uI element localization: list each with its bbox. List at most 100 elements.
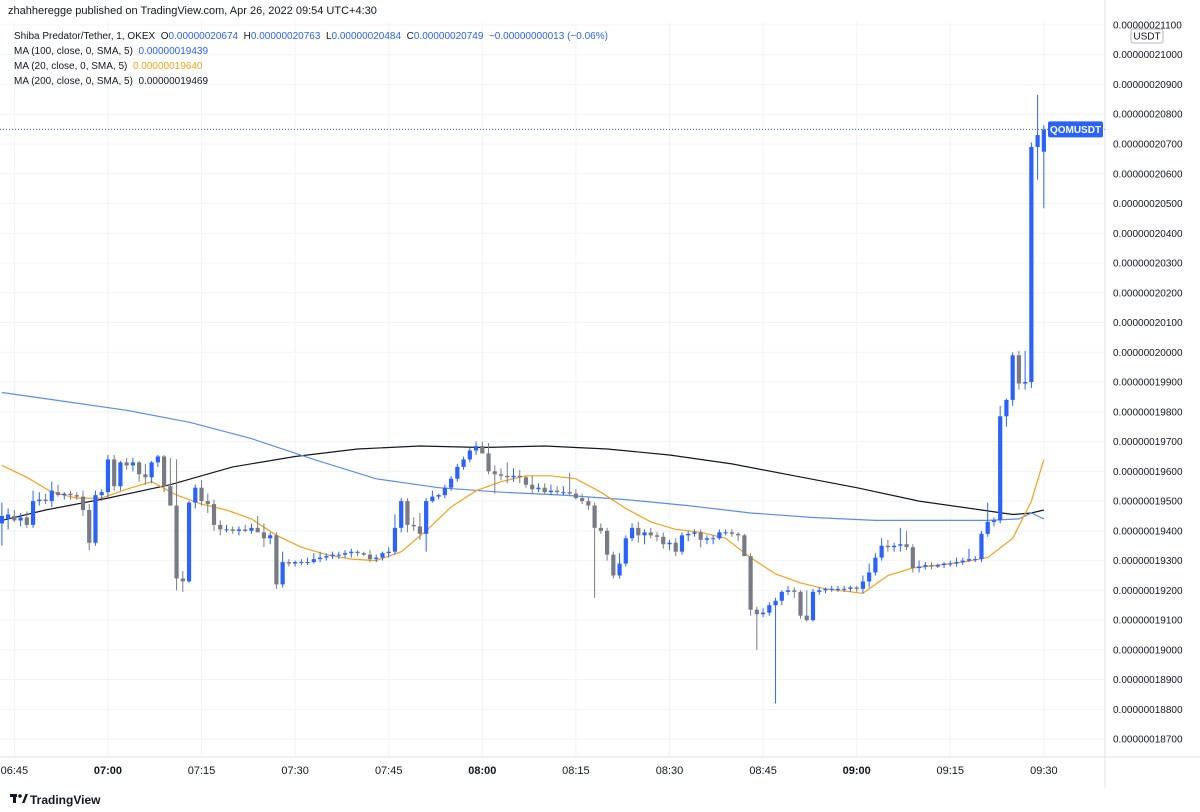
candle-body — [629, 527, 635, 539]
price-tick-label: 0.00000018800 — [1113, 705, 1183, 716]
candle-body — [523, 477, 529, 485]
candle-body — [6, 514, 11, 519]
candle-body — [998, 416, 1003, 521]
candle-body — [592, 505, 597, 528]
candle-body — [848, 587, 853, 589]
candle-body — [436, 495, 441, 497]
candle-body — [311, 559, 316, 563]
candle-body — [555, 490, 560, 493]
candle-body — [910, 547, 915, 569]
candle-body — [243, 529, 248, 531]
candle-body — [355, 551, 360, 554]
candle-body — [124, 462, 129, 466]
candle-body — [923, 565, 928, 567]
candle-body — [492, 471, 497, 475]
candle-body — [530, 484, 535, 490]
symbol-badge-label: QOMUSDT — [1050, 125, 1101, 136]
candle-body — [24, 517, 29, 525]
symbol-badge-box — [1048, 121, 1103, 138]
candle-body — [604, 530, 610, 555]
candle-body — [480, 446, 485, 454]
low-value: 0.00000020484 — [331, 31, 402, 42]
candle-body — [236, 529, 242, 531]
time-tick-label: 08:30 — [656, 765, 684, 777]
candle-body — [224, 529, 229, 531]
candle-body — [941, 563, 947, 566]
candle-body — [130, 462, 135, 466]
published-header: zhahheregge published on TradingView.com… — [0, 0, 1200, 22]
ma20-label: MA (20, close, 0, SMA, 5) — [14, 61, 128, 72]
time-tick-label: 07:15 — [188, 765, 216, 777]
ma100-row[interactable]: MA (100, close, 0, SMA, 5) 0.00000019439 — [14, 44, 608, 59]
candle-body — [336, 554, 341, 556]
candle-body — [367, 554, 373, 560]
time-tick-label: 07:30 — [281, 765, 309, 777]
candle-body — [1029, 146, 1034, 383]
candle-body — [673, 542, 678, 552]
candle-body — [74, 495, 79, 497]
time-tick-label: 09:00 — [843, 765, 871, 777]
ma20-row[interactable]: MA (20, close, 0, SMA, 5) 0.00000019640 — [14, 59, 608, 74]
price-tick-label: 0.00000019300 — [1113, 556, 1183, 567]
candle-body — [567, 492, 572, 494]
candle-body — [904, 544, 909, 548]
candle-body — [505, 475, 510, 478]
candle-body — [667, 542, 672, 545]
candle-body — [1041, 129, 1046, 152]
candle-body — [973, 559, 978, 561]
candles — [0, 94, 1046, 704]
chart-legend: Shiba Predator/Tether, 1, OKEX O0.000000… — [14, 29, 608, 89]
candle-body — [810, 591, 816, 621]
price-tick-label: 0.00000020200 — [1113, 288, 1183, 299]
candle-body — [1023, 382, 1028, 384]
price-tick-label: 0.00000019100 — [1113, 616, 1183, 627]
candle-body — [461, 459, 466, 467]
high-label: H — [243, 31, 251, 42]
ma200-row[interactable]: MA (200, close, 0, SMA, 5) 0.00000019469 — [14, 74, 608, 89]
candle-body — [442, 487, 447, 496]
ma100-value: 0.00000019439 — [138, 46, 209, 57]
candle-body — [274, 535, 279, 585]
candle-body — [18, 517, 23, 521]
currency-badge-box — [1130, 28, 1164, 44]
candle-body — [1035, 135, 1040, 147]
close-label: C — [406, 31, 414, 42]
candle-body — [330, 554, 335, 557]
ma100-label: MA (100, close, 0, SMA, 5) — [14, 46, 133, 57]
candle-body — [161, 456, 167, 487]
low-label: L — [325, 31, 332, 42]
price-axis-background — [1105, 0, 1200, 788]
price-tick-label: 0.00000020700 — [1113, 140, 1183, 151]
candle-body — [255, 527, 260, 533]
candle-body — [704, 538, 710, 540]
candle-body — [860, 581, 866, 589]
candle-body — [137, 462, 142, 475]
candle-body — [112, 459, 117, 487]
candle-body — [0, 515, 4, 524]
candle-body — [180, 578, 185, 582]
candle-body — [842, 588, 847, 590]
candle-body — [405, 501, 410, 525]
candle-body — [317, 557, 323, 560]
candle-body — [286, 562, 291, 564]
candle-body — [261, 532, 267, 539]
candle-body — [342, 553, 348, 555]
price-tick-label: 0.00000019900 — [1113, 378, 1183, 389]
candle-body — [517, 475, 522, 478]
candle-body — [854, 587, 859, 589]
candle-body — [62, 493, 67, 496]
candle-body — [155, 456, 160, 463]
ma200-label: MA (200, close, 0, SMA, 5) — [14, 76, 133, 87]
ma20-value: 0.00000019640 — [132, 61, 203, 72]
candle-body — [767, 605, 772, 613]
candle-body — [411, 524, 416, 527]
time-tick-label: 08:00 — [468, 765, 496, 777]
candle-body — [417, 526, 423, 534]
candle-body — [960, 560, 965, 563]
change-value: −0.00000000013 (−0.06%) — [488, 31, 608, 42]
price-axis: 0.00000021100 0.00000021000 0.00000020900 0… — [1104, 0, 1200, 788]
price-tick-label: 0.00000020100 — [1113, 318, 1183, 329]
price-tick-label: 0.00000020500 — [1113, 199, 1183, 210]
symbol-title: Shiba Predator/Tether, 1, OKEX — [14, 31, 156, 42]
